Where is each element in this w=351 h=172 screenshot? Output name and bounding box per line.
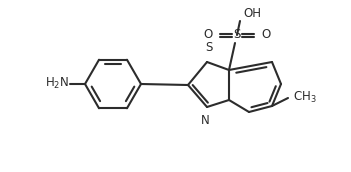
Text: CH$_3$: CH$_3$ bbox=[293, 89, 317, 105]
Text: N: N bbox=[201, 114, 210, 127]
Text: O: O bbox=[261, 28, 270, 40]
Text: O: O bbox=[204, 28, 213, 40]
Text: OH: OH bbox=[243, 7, 261, 19]
Text: H$_2$N: H$_2$N bbox=[45, 76, 69, 90]
Text: S: S bbox=[205, 41, 213, 54]
Text: S: S bbox=[233, 28, 241, 40]
